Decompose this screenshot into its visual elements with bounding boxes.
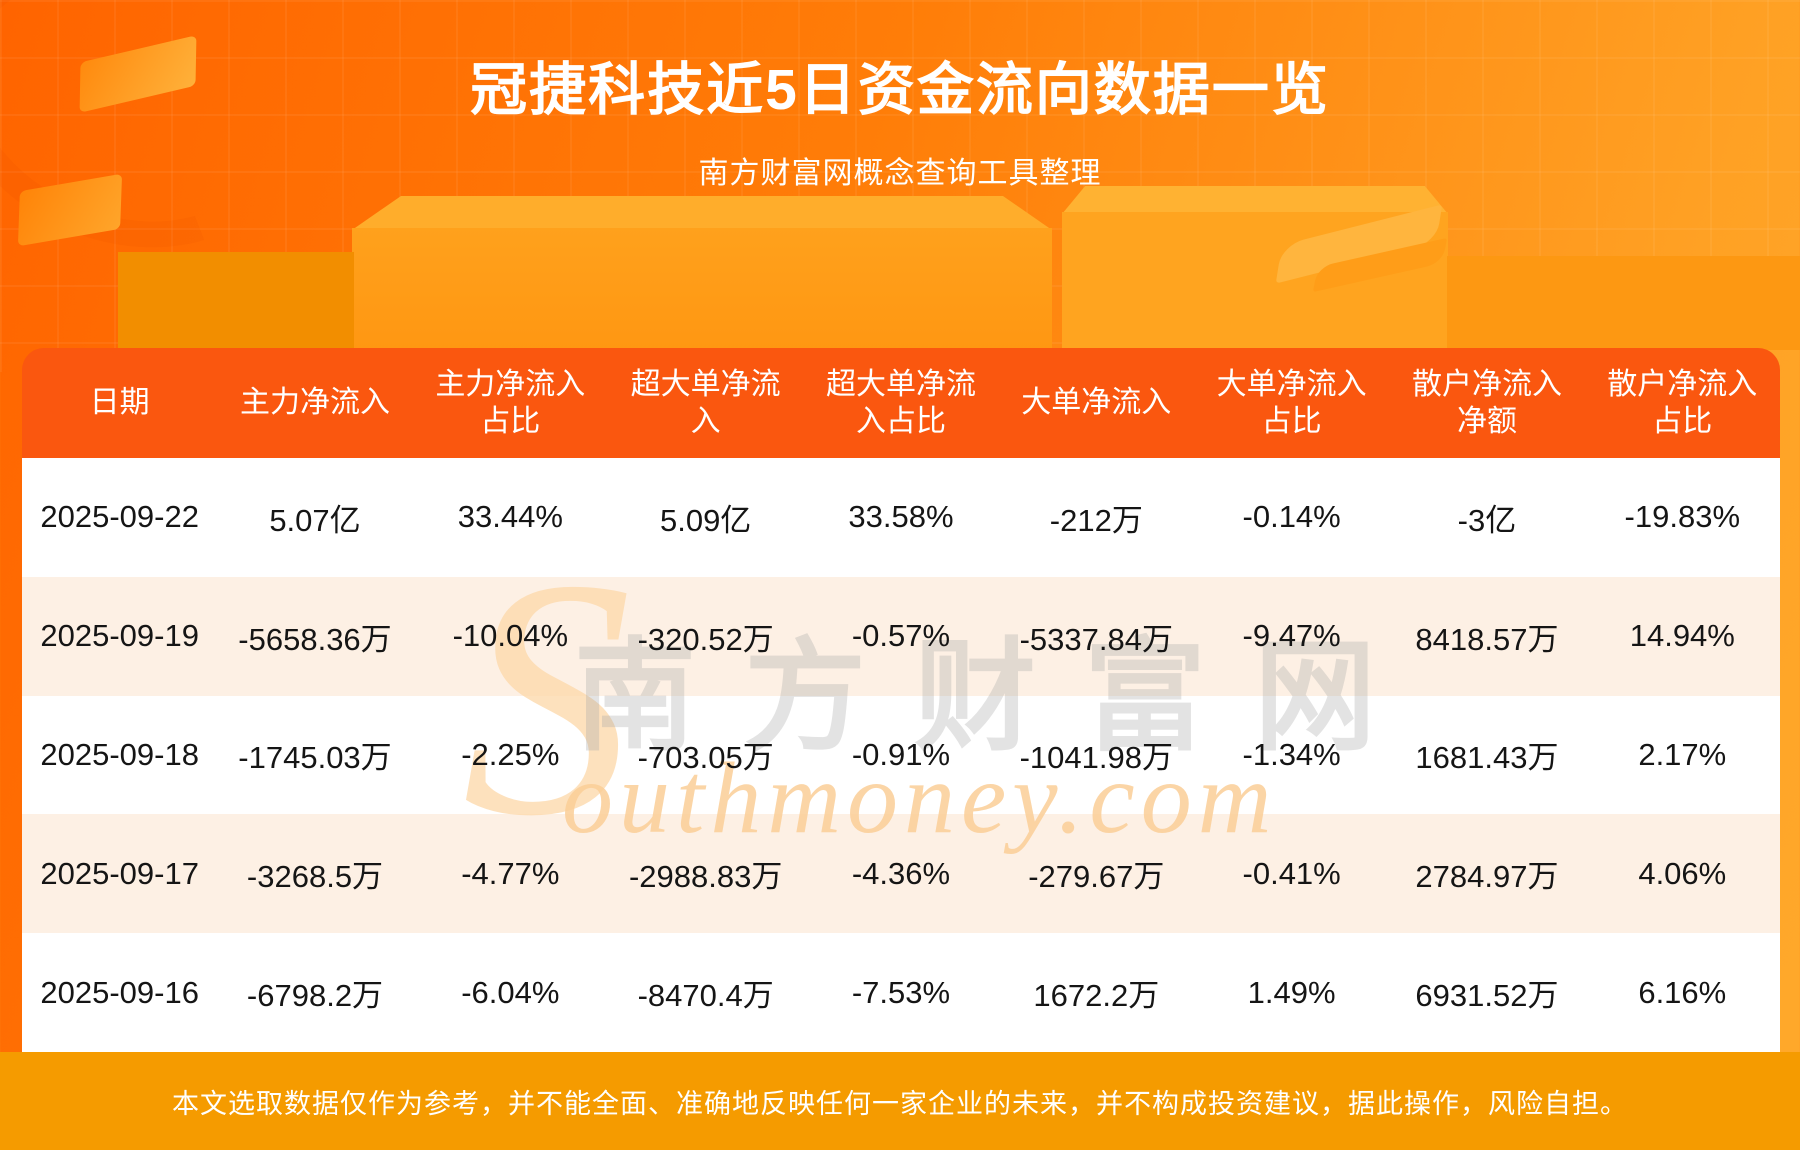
cell-large-order-net-inflow-pct: 1.49% bbox=[1247, 974, 1336, 1010]
col-header-large-order-net-inflow-pct: 大单净流入 占比 bbox=[1216, 367, 1367, 439]
disclaimer-text: 本文选取数据仅作为参考，并不能全面、准确地反映任何一家企业的未来，并不构成投资建… bbox=[172, 1088, 1628, 1119]
col-header-main-net-inflow: 主力净流入 bbox=[239, 386, 390, 420]
cell-date: 2025-09-16 bbox=[40, 974, 199, 1010]
cell-xl-order-net-inflow: -2988.83万 bbox=[628, 859, 783, 895]
podium-far-right-block bbox=[1447, 256, 1800, 350]
cell-xl-order-net-inflow-pct: 33.58% bbox=[848, 499, 954, 535]
cell-retail-net-inflow: 2784.97万 bbox=[1415, 859, 1559, 895]
podium-left-block bbox=[118, 252, 354, 350]
cell-date: 2025-09-18 bbox=[40, 736, 199, 772]
cell-retail-net-inflow: 1681.43万 bbox=[1415, 740, 1559, 776]
cell-xl-order-net-inflow: 5.09亿 bbox=[659, 502, 752, 538]
cell-retail-net-inflow-pct: -19.83% bbox=[1624, 499, 1741, 535]
table-row: 2025-09-17 -3268.5万 -4.77% -2988.83万 -4.… bbox=[22, 814, 1780, 934]
col-header-xl-order-net-inflow-pct: 超大单净流 入占比 bbox=[825, 367, 976, 439]
cell-large-order-net-inflow-pct: -9.47% bbox=[1242, 618, 1341, 654]
cell-retail-net-inflow-pct: 2.17% bbox=[1638, 736, 1727, 772]
cell-xl-order-net-inflow-pct: -4.36% bbox=[851, 855, 951, 891]
cell-retail-net-inflow: 8418.57万 bbox=[1415, 621, 1559, 657]
cell-main-net-inflow-pct: -10.04% bbox=[452, 618, 569, 654]
cell-xl-order-net-inflow: -703.05万 bbox=[637, 740, 774, 776]
cell-main-net-inflow: -3268.5万 bbox=[246, 859, 384, 895]
cell-large-order-net-inflow: -1041.98万 bbox=[1019, 740, 1173, 776]
podium-top-face bbox=[352, 196, 1052, 230]
page-subtitle: 南方财富网概念查询工具整理 bbox=[698, 157, 1102, 190]
cell-large-order-net-inflow-pct: -1.34% bbox=[1242, 736, 1341, 772]
cell-xl-order-net-inflow-pct: -0.91% bbox=[851, 736, 951, 772]
table-row: 2025-09-16 -6798.2万 -6.04% -8470.4万 -7.5… bbox=[22, 933, 1780, 1052]
cell-retail-net-inflow: 6931.52万 bbox=[1415, 978, 1559, 1014]
cell-large-order-net-inflow: -212万 bbox=[1049, 502, 1143, 538]
cell-main-net-inflow-pct: -6.04% bbox=[461, 974, 560, 1010]
cell-main-net-inflow: -1745.03万 bbox=[238, 740, 392, 776]
cell-retail-net-inflow-pct: 4.06% bbox=[1638, 855, 1727, 891]
cell-date: 2025-09-22 bbox=[40, 499, 199, 535]
cell-xl-order-net-inflow: -8470.4万 bbox=[637, 978, 774, 1014]
col-header-large-order-net-inflow: 大单净流入 bbox=[1021, 386, 1172, 420]
cell-large-order-net-inflow: -279.67万 bbox=[1028, 859, 1165, 895]
disclaimer-bar: 本文选取数据仅作为参考，并不能全面、准确地反映任何一家企业的未来，并不构成投资建… bbox=[0, 1052, 1800, 1150]
cell-retail-net-inflow-pct: 14.94% bbox=[1629, 618, 1735, 654]
table-header-row: 日期 主力净流入 主力净流入 占比 超大单净流 入 超大单净流 入占比 大单净流… bbox=[22, 348, 1780, 458]
cell-main-net-inflow-pct: 33.44% bbox=[457, 499, 563, 535]
podium-right-top-face bbox=[1062, 186, 1448, 214]
col-header-xl-order-net-inflow: 超大单净流 入 bbox=[630, 367, 781, 439]
col-header-date: 日期 bbox=[89, 386, 150, 420]
col-header-retail-net-inflow: 散户净流入 净额 bbox=[1411, 367, 1562, 439]
cell-main-net-inflow-pct: -4.77% bbox=[461, 855, 560, 891]
cell-large-order-net-inflow-pct: -0.14% bbox=[1242, 499, 1341, 535]
cell-large-order-net-inflow: -5337.84万 bbox=[1019, 621, 1173, 657]
cell-main-net-inflow: -5658.36万 bbox=[238, 621, 392, 657]
cell-main-net-inflow: -6798.2万 bbox=[246, 978, 384, 1014]
page-title: 冠捷科技近5日资金流向数据一览 bbox=[470, 58, 1330, 122]
cell-main-net-inflow: 5.07亿 bbox=[269, 502, 361, 538]
cell-large-order-net-inflow: 1672.2万 bbox=[1033, 978, 1160, 1014]
cell-retail-net-inflow-pct: 6.16% bbox=[1638, 974, 1727, 1010]
table-row: 2025-09-22 5.07亿 33.44% 5.09亿 33.58% -21… bbox=[22, 458, 1780, 577]
col-header-retail-net-inflow-pct: 散户净流入 占比 bbox=[1607, 367, 1758, 439]
cell-date: 2025-09-19 bbox=[40, 618, 199, 654]
cell-xl-order-net-inflow-pct: -7.53% bbox=[851, 974, 951, 1010]
table-row: 2025-09-19 -5658.36万 -10.04% -320.52万 -0… bbox=[22, 576, 1780, 696]
cell-xl-order-net-inflow: -320.52万 bbox=[637, 621, 774, 657]
fund-flow-table: 日期 主力净流入 主力净流入 占比 超大单净流 入 超大单净流 入占比 大单净流… bbox=[22, 348, 1780, 1052]
cell-large-order-net-inflow-pct: -0.41% bbox=[1242, 855, 1341, 891]
cell-date: 2025-09-17 bbox=[40, 855, 199, 891]
col-header-main-net-inflow-pct: 主力净流入 占比 bbox=[435, 367, 586, 439]
table-row: 2025-09-18 -1745.03万 -2.25% -703.05万 -0.… bbox=[22, 695, 1780, 815]
cell-retail-net-inflow: -3亿 bbox=[1457, 502, 1517, 538]
cell-xl-order-net-inflow-pct: -0.57% bbox=[851, 618, 951, 654]
table-body: S 南方财富网 outhmoney.com 2025-09-22 5.07亿 3… bbox=[22, 458, 1780, 1052]
podium-front-face bbox=[352, 228, 1052, 350]
cell-main-net-inflow-pct: -2.25% bbox=[461, 736, 560, 772]
